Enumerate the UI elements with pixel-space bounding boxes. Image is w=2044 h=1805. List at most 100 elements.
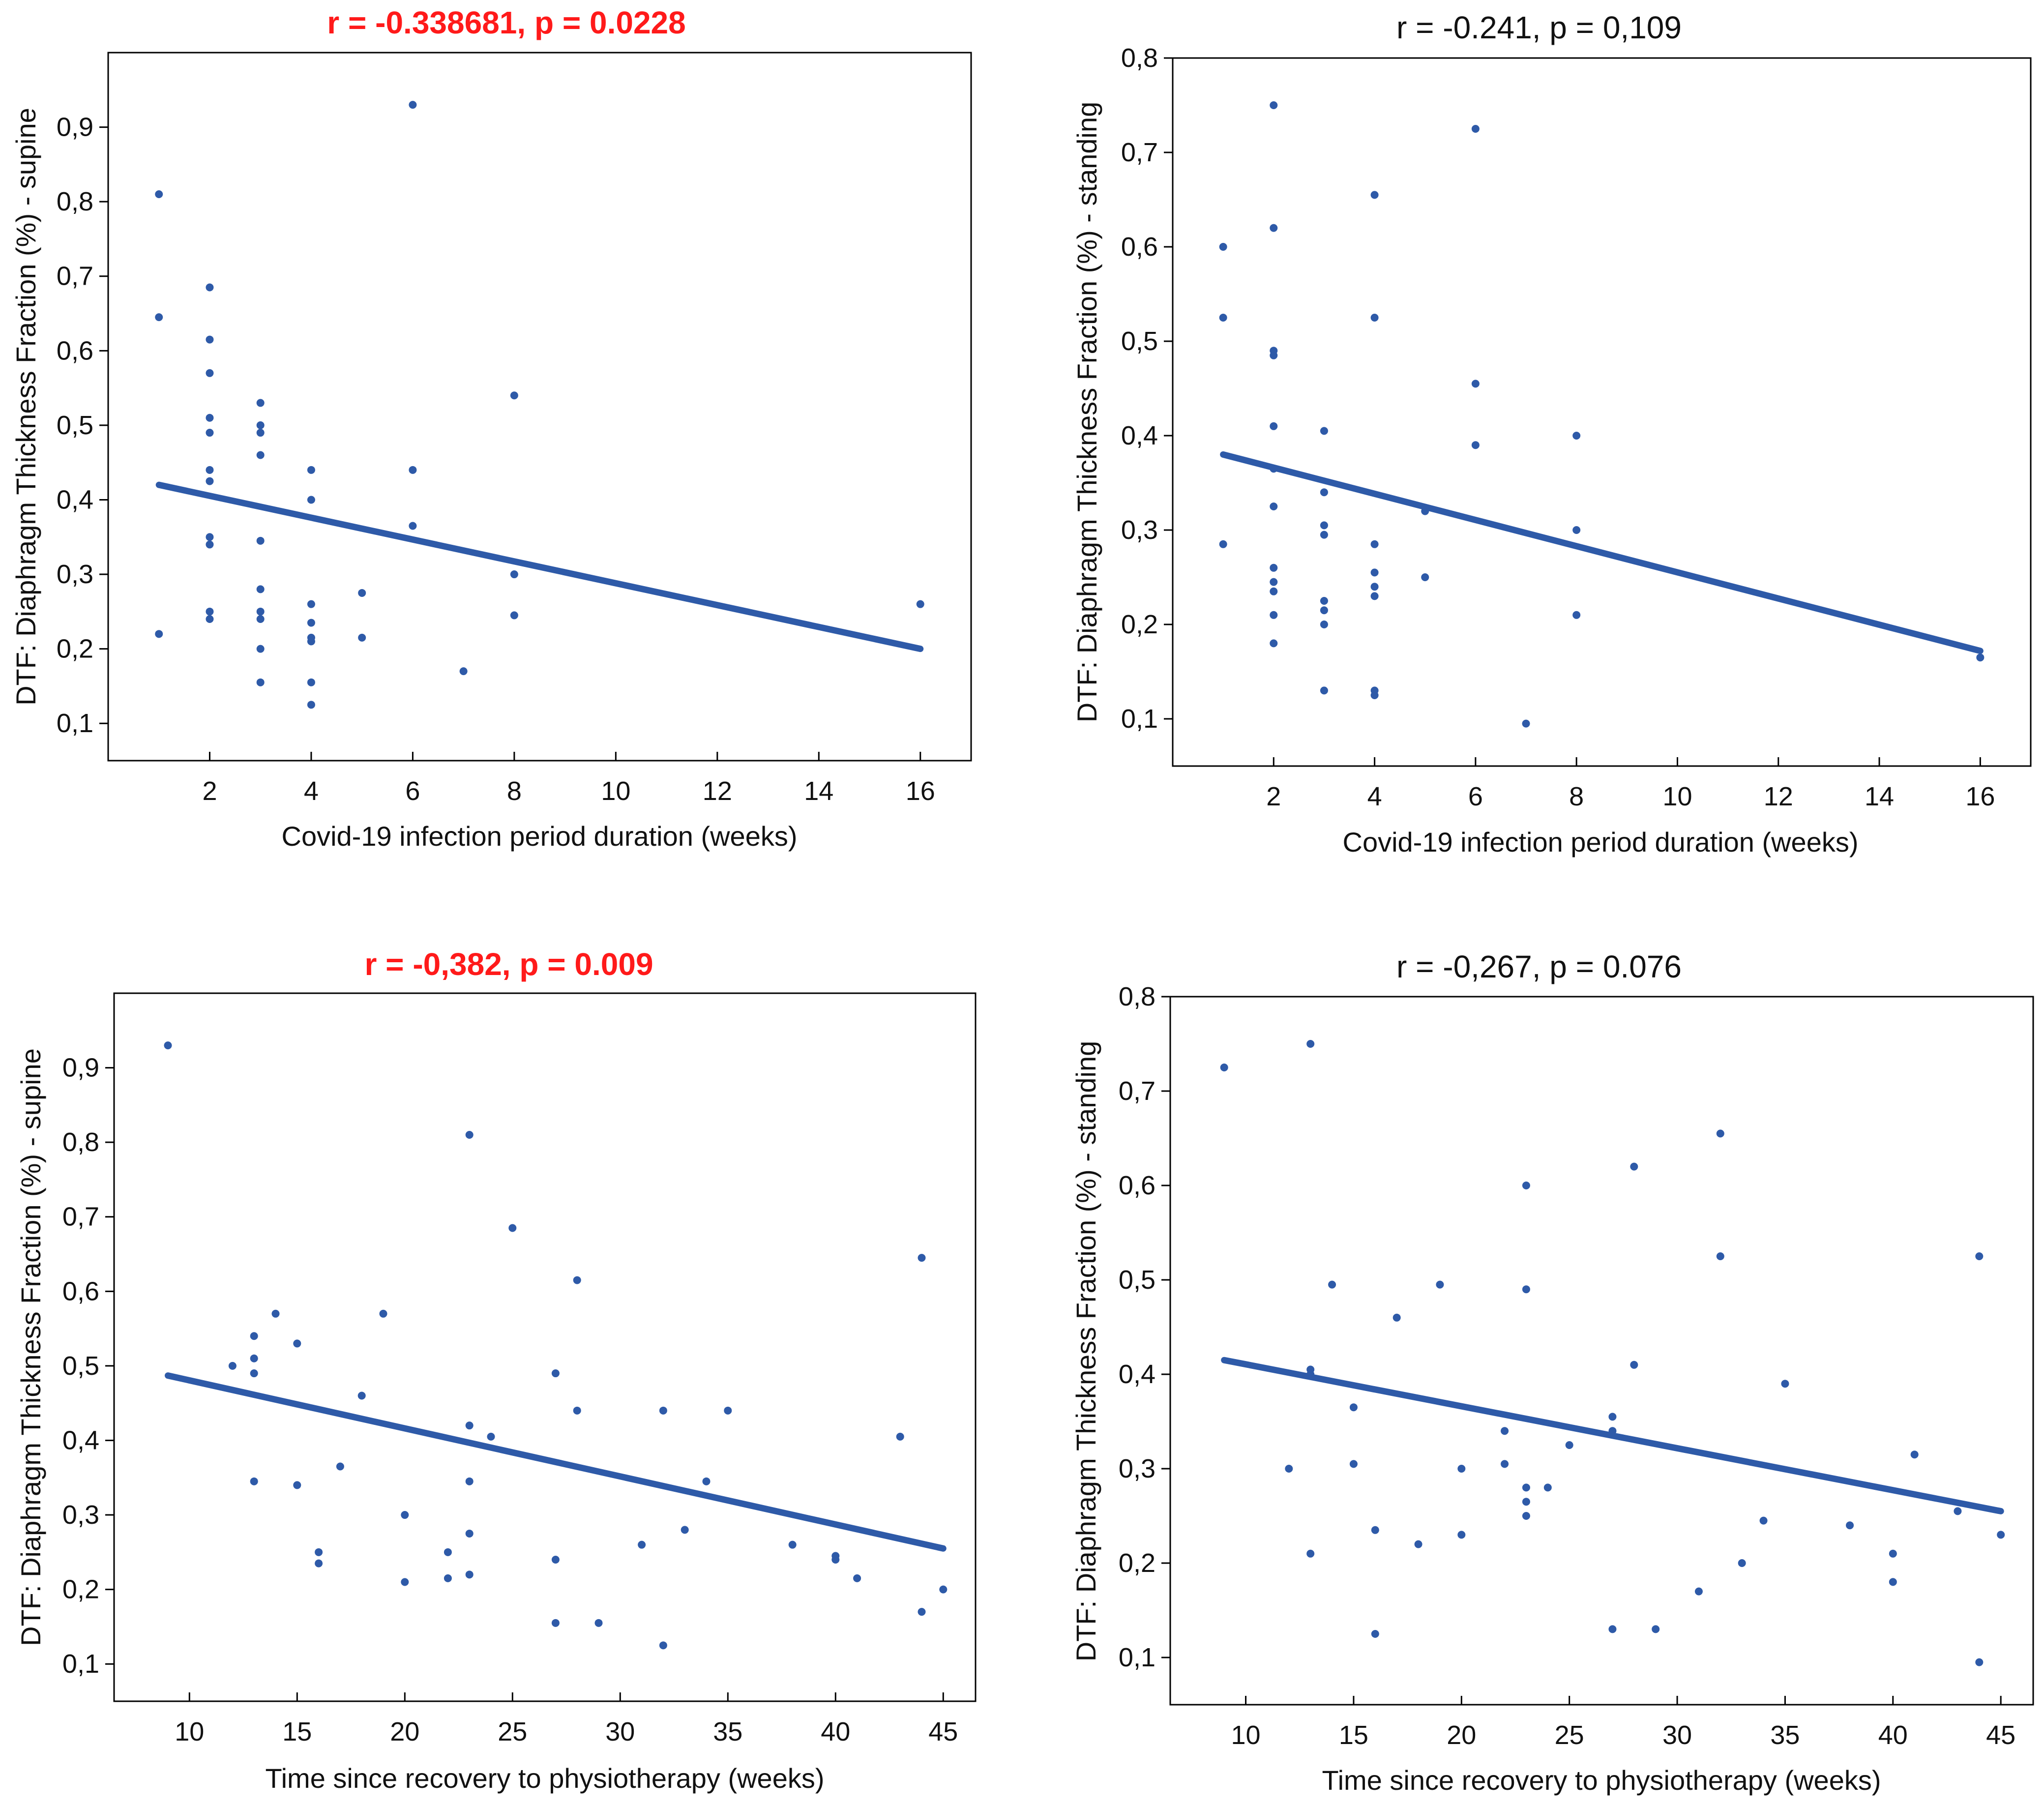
chart-1-x-axis-label: Covid-19 infection period duration (week… [282,821,798,852]
chart-1-data-point [256,678,265,686]
chart-2-y-tick-label: 0,6 [1121,232,1158,262]
chart-4-data-point [1522,1285,1530,1294]
chart-3-data-point [831,1556,840,1564]
chart-2-title: r = -0.241, p = 0,109 [1396,10,1682,45]
chart-3-data-point [357,1391,366,1400]
chart-3-data-point [573,1406,581,1415]
chart-1-data-point [459,667,468,676]
chart-1-data-point [256,645,265,653]
chart-1-data-point [155,313,163,322]
chart-4-y-tick-label: 0,7 [1119,1076,1155,1106]
chart-4-title: r = -0,267, p = 0.076 [1396,949,1682,984]
chart-2-data-point [1270,101,1278,109]
chart-1-x-tick-label: 16 [906,776,935,806]
chart-4-y-axis-label: DTF: Diaphragm Thickness Fraction (%) - … [1070,1041,1101,1662]
chart-1-x-tick-label: 10 [601,776,630,806]
chart-3-plot-frame [113,992,977,1702]
chart-2-data-point [1270,563,1278,572]
chart-1-data-point [409,466,417,474]
chart-1-data-point [206,335,214,344]
chart-2-data-point [1522,719,1530,728]
chart-4-data-point [1306,1370,1315,1378]
chart-2-ticks: 2 4 6 8 10 12 14 16 0,1 0,2 0,3 0,4 0,5 0,6 0,7 0,8 [1121,43,1995,811]
chart-1-x-tick-label: 6 [405,776,420,806]
chart-2-data-point [1320,597,1328,605]
chart-1-data-point [510,611,518,620]
chart-3-data-point [638,1540,646,1549]
chart-3-data-point [228,1361,237,1370]
chart-3-data-point [853,1574,861,1582]
chart-panel-1: r = -0.338681, p = 0.0228 2 4 6 8 10 12 14 16 0,… [10,5,972,852]
chart-2-y-tick-label: 0,3 [1121,515,1158,545]
chart-1-data-point [256,421,265,429]
chart-4-y-tick-label: 0,5 [1119,1265,1155,1295]
chart-1-data [155,101,924,709]
chart-4-x-tick-label: 10 [1231,1720,1261,1750]
chart-3-data-point [788,1540,797,1549]
chart-2-data-point [1270,639,1278,648]
chart-3-y-tick-label: 0,1 [62,1649,99,1679]
chart-1-x-tick-label: 12 [703,776,732,806]
chart-2-y-axis-label: DTF: Diaphragm Thickness Fraction (%) - … [1071,102,1102,723]
chart-3-y-tick-label: 0,4 [62,1425,99,1455]
chart-2-data-point [1320,521,1328,530]
chart-1-data-point [206,369,214,377]
chart-3-data-point [379,1309,387,1318]
chart-1-y-tick-label: 0,2 [57,634,93,664]
chart-3-y-axis-label: DTF: Diaphragm Thickness Fraction (%) - … [15,1048,46,1646]
chart-2-data-point [1572,526,1581,534]
chart-1-x-tick-label: 4 [304,776,319,806]
chart-3-title: r = -0,382, p = 0.009 [364,947,653,982]
chart-3-y-tick-label: 0,8 [62,1127,99,1157]
chart-4-regression-line [1221,1357,2004,1514]
chart-4-y-tick-label: 0,2 [1119,1548,1155,1578]
chart-2-data-point [1219,540,1227,548]
chart-3-data-point [465,1477,474,1485]
chart-1-title: r = -0.338681, p = 0.0228 [327,5,685,40]
chart-3-data-point [315,1559,323,1568]
chart-3-data-point [465,1131,474,1139]
chart-4-data-point [1889,1549,1897,1558]
chart-4-data-point [1328,1280,1336,1289]
chart-1-data-point [307,678,315,686]
chart-3-data-point [336,1462,344,1471]
chart-3-y-tick-label: 0,7 [62,1202,99,1232]
chart-1-y-tick-label: 0,6 [57,336,93,365]
chart-1-data-point [256,615,265,623]
chart-2-data-point [1471,441,1480,449]
chart-4-data-point [1759,1516,1768,1525]
chart-3-x-axis-label: Time since recovery to physiotherapy (we… [265,1763,824,1794]
chart-4-data-point [1371,1526,1379,1534]
chart-3-data-point [293,1339,301,1348]
chart-1-x-tick-label: 8 [507,776,522,806]
chart-2-data-point [1270,578,1278,586]
chart-2-data-point [1370,314,1379,322]
chart-1-x-tick-label: 2 [202,776,217,806]
chart-4-x-tick-label: 40 [1878,1720,1908,1750]
chart-4-data-point [1608,1413,1617,1421]
chart-2-data-point [1270,224,1278,232]
chart-4-data-point [1716,1129,1724,1138]
chart-4-data-point [1975,1252,1984,1260]
chart-2-x-tick-label: 6 [1468,782,1483,811]
chart-3-data-point [164,1041,172,1050]
chart-1-regression-line [155,481,924,652]
chart-3-x-tick-label: 15 [282,1717,312,1746]
chart-2-data-point [1320,606,1328,615]
chart-3-y-tick-label: 0,3 [62,1500,99,1530]
chart-2-data-point [1370,191,1379,199]
chart-4-data-point [1565,1441,1573,1449]
chart-2-data-point [1320,488,1328,497]
chart-3-data-point [659,1406,667,1415]
chart-2-data-point [1471,380,1480,388]
chart-3-data-point [551,1369,560,1378]
chart-1-data-point [256,399,265,407]
chart-4-data-point [1306,1549,1315,1558]
chart-3-data-point [250,1332,258,1340]
chart-2-data-point [1270,422,1278,430]
chart-3-y-tick-label: 0,6 [62,1276,99,1306]
chart-4-y-tick-label: 0,6 [1119,1171,1155,1200]
chart-1-y-tick-label: 0,8 [57,187,93,216]
chart-1-data-point [206,477,214,485]
chart-4-data-point [1501,1427,1509,1435]
